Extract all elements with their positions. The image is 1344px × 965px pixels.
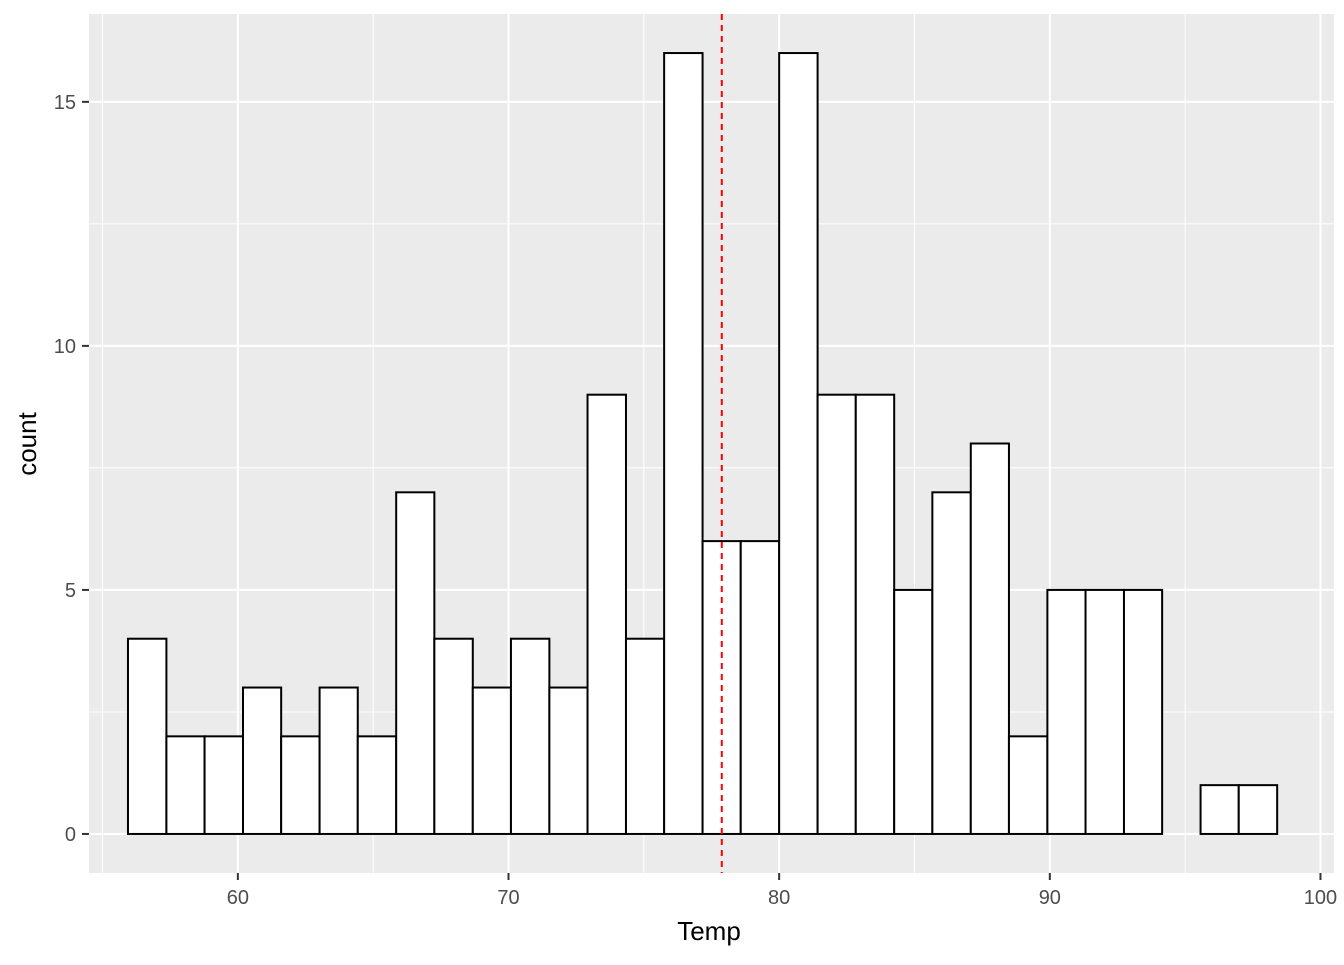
histogram-bars: [126, 52, 1279, 835]
histogram-bar: [1237, 784, 1279, 835]
histogram-bar: [433, 637, 474, 835]
histogram-bar: [471, 686, 512, 835]
histogram-bar: [931, 491, 972, 835]
histogram-bar: [816, 393, 857, 835]
histogram-bar: [318, 686, 359, 835]
histogram-bar: [969, 442, 1010, 835]
histogram-bar: [203, 735, 245, 835]
histogram-bar: [1199, 784, 1240, 835]
x-tick-label: 90: [1039, 887, 1061, 909]
x-tick-label: 100: [1304, 887, 1337, 909]
histogram-bar: [395, 491, 436, 835]
histogram-bar: [663, 52, 704, 835]
histogram-bar: [548, 686, 589, 835]
y-tick-label: 10: [54, 336, 76, 358]
x-tick-label: 70: [497, 887, 519, 909]
histogram-bar: [1007, 735, 1049, 835]
histogram-bar: [356, 735, 398, 835]
histogram-bar: [126, 637, 168, 835]
y-axis: 0 5 10 15: [54, 92, 89, 846]
x-axis-title: Temp: [677, 916, 741, 946]
histogram-bar: [509, 637, 551, 835]
histogram-bar: [242, 686, 283, 835]
x-tick-label: 60: [227, 887, 249, 909]
histogram-bar: [778, 52, 819, 835]
histogram-bar: [280, 735, 321, 835]
histogram-bar: [1084, 588, 1125, 835]
histogram-bar: [739, 540, 781, 835]
histogram-bar: [1122, 588, 1164, 835]
histogram-bar: [893, 588, 934, 835]
histogram-bar: [624, 637, 666, 835]
x-axis: 60 70 80 90 100: [227, 873, 1337, 909]
y-tick-label: 15: [54, 92, 76, 114]
y-axis-title: count: [12, 411, 42, 475]
y-tick-label: 5: [65, 580, 76, 602]
histogram-bar: [1046, 588, 1087, 835]
histogram-bar: [165, 735, 206, 835]
histogram-bar: [586, 393, 627, 835]
y-tick-label: 0: [65, 824, 76, 846]
x-tick-label: 80: [768, 887, 790, 909]
histogram-bar: [854, 393, 896, 835]
